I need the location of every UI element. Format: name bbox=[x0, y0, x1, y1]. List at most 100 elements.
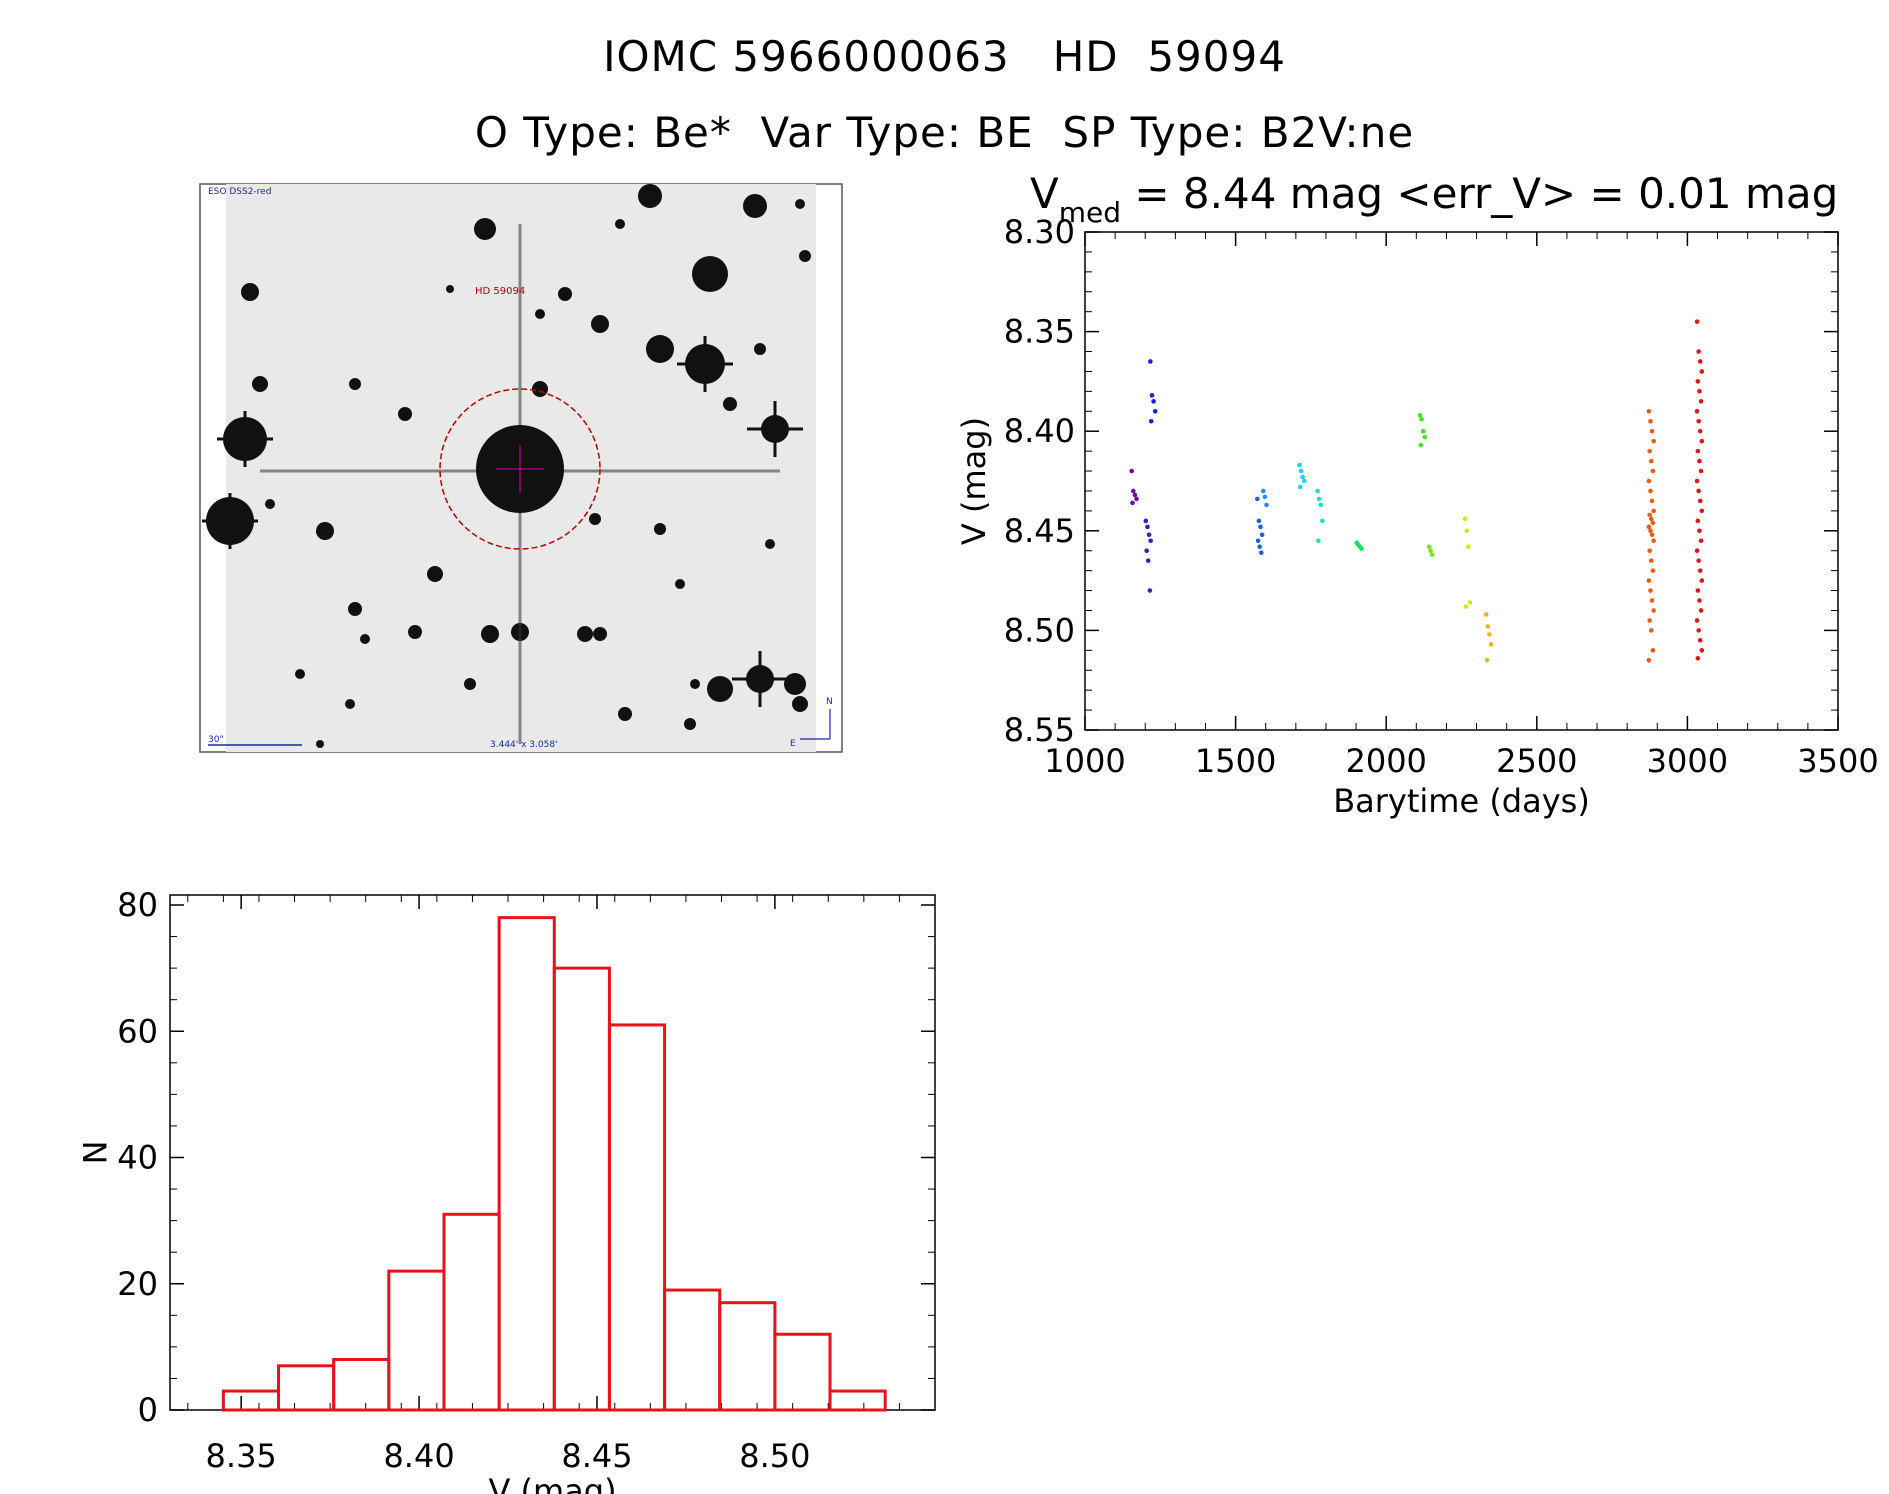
lightcurve-data-point bbox=[1694, 618, 1700, 623]
lightcurve-data-point bbox=[1426, 544, 1432, 550]
histogram-bar bbox=[828, 1389, 887, 1412]
vmed-subscript: med bbox=[1059, 196, 1121, 229]
sky-star bbox=[408, 625, 422, 639]
sky-star bbox=[464, 678, 476, 690]
lightcurve-data-point bbox=[1697, 359, 1703, 364]
lightcurve-data-point bbox=[1699, 369, 1705, 374]
star-field bbox=[202, 184, 811, 748]
sky-star bbox=[593, 627, 607, 641]
lightcurve-data-point bbox=[1697, 528, 1702, 534]
lightcurve-data-point bbox=[1134, 496, 1139, 502]
lightcurve-data-point bbox=[1696, 418, 1701, 424]
lightcurve-data-point bbox=[1699, 578, 1705, 583]
chart-title-line1: IOMC 5966000063 HD 59094 bbox=[603, 32, 1286, 81]
lightcurve-data-point bbox=[1466, 544, 1471, 550]
lightcurve-x-tick-label: 3000 bbox=[1647, 742, 1728, 780]
lightcurve-y-tick-label: 8.55 bbox=[1004, 711, 1075, 749]
lightcurve-data-point bbox=[1695, 379, 1701, 384]
sky-star bbox=[348, 602, 362, 616]
lightcurve-y-tick-label: 8.40 bbox=[1004, 412, 1075, 450]
sky-star bbox=[398, 407, 412, 421]
lightcurve-data-point bbox=[1699, 508, 1705, 514]
lightcurve-data-point bbox=[1697, 638, 1703, 643]
lightcurve-data-point bbox=[1694, 548, 1700, 554]
sky-image: ESO DSS2-red HD 59094 30" 3.444' x 3.058… bbox=[199, 183, 843, 753]
lightcurve-data-point bbox=[1417, 412, 1423, 418]
compass-east-label: E bbox=[790, 739, 796, 749]
lightcurve-data-point bbox=[1648, 488, 1653, 494]
histogram-x-axis-label: V (mag) bbox=[488, 1472, 616, 1494]
target-circle bbox=[439, 388, 601, 550]
lightcurve-data-point bbox=[1651, 508, 1656, 514]
histogram-bar bbox=[277, 1364, 336, 1412]
sky-star bbox=[646, 335, 674, 363]
compass-north-label: N bbox=[826, 697, 833, 707]
sky-star bbox=[591, 315, 609, 333]
histogram-x-tick-label: 8.50 bbox=[739, 1437, 810, 1475]
lightcurve-data-point bbox=[1647, 512, 1652, 518]
sky-star bbox=[265, 499, 275, 509]
sky-star bbox=[707, 676, 733, 702]
lightcurve-data-point bbox=[1697, 428, 1703, 434]
histogram-bar bbox=[221, 1389, 281, 1412]
lightcurve-data-point bbox=[1697, 458, 1702, 464]
lightcurve-x-tick-label: 3500 bbox=[1797, 742, 1878, 780]
lightcurve-data-point bbox=[1698, 608, 1704, 613]
histogram-y-axis-label: N bbox=[75, 1141, 113, 1165]
survey-label: ESO DSS2-red bbox=[208, 187, 271, 197]
lightcurve-data-point bbox=[1464, 528, 1470, 534]
lightcurve-data-point bbox=[1697, 598, 1702, 603]
lightcurve-data-point bbox=[1646, 478, 1652, 484]
lightcurve-data-point bbox=[1697, 568, 1703, 573]
lightcurve-data-point bbox=[1697, 498, 1703, 504]
lightcurve-data-point bbox=[1130, 488, 1136, 494]
lightcurve-data-point bbox=[1129, 468, 1134, 474]
sky-star bbox=[446, 285, 454, 293]
sky-star bbox=[481, 625, 499, 643]
lightcurve-data-point bbox=[1484, 657, 1490, 663]
histogram-bar bbox=[332, 1358, 391, 1412]
vmed-rest: = 8.44 mag <err_V> = 0.01 mag bbox=[1121, 169, 1838, 218]
sky-star bbox=[615, 219, 625, 229]
lightcurve-data-point bbox=[1144, 548, 1149, 554]
lightcurve-title: Vmed = 8.44 mag <err_V> = 0.01 mag bbox=[1030, 169, 1838, 229]
histogram-bar bbox=[663, 1288, 722, 1412]
lightcurve-data-point bbox=[1145, 524, 1150, 530]
lightcurve-data-point bbox=[1151, 399, 1156, 404]
lightcurve-data-point bbox=[1646, 524, 1652, 530]
lightcurve-data-point bbox=[1694, 319, 1700, 324]
lightcurve-data-point bbox=[1148, 418, 1154, 424]
lightcurve-data-point bbox=[1149, 393, 1155, 398]
lightcurve-data-point bbox=[1132, 492, 1138, 498]
lightcurve-data-point bbox=[1298, 468, 1304, 474]
sky-star bbox=[690, 679, 700, 689]
sky-star bbox=[723, 397, 737, 411]
histogram-bar bbox=[773, 1332, 832, 1412]
sky-star bbox=[252, 376, 268, 392]
histogram-bar bbox=[552, 966, 611, 1412]
lightcurve-data-point bbox=[1146, 532, 1152, 538]
lightcurve-data-point bbox=[1696, 628, 1701, 633]
sky-star bbox=[638, 184, 662, 208]
lightcurve-data-point bbox=[1699, 648, 1705, 653]
lightcurve-data-point bbox=[1262, 494, 1268, 500]
sky-star bbox=[692, 256, 728, 292]
sky-star bbox=[792, 696, 808, 712]
lightcurve-data-point bbox=[1695, 588, 1701, 593]
lightcurve-data-point bbox=[1696, 558, 1701, 563]
lightcurve-data-point bbox=[1256, 518, 1262, 524]
lightcurve-data-point bbox=[1422, 434, 1428, 440]
fov-label: 3.444' x 3.058' bbox=[490, 740, 558, 750]
histogram-y-tick-label: 20 bbox=[117, 1265, 158, 1303]
lightcurve-data-point bbox=[1647, 618, 1652, 623]
lightcurve-data-point bbox=[1359, 546, 1364, 552]
lightcurve-data-point bbox=[1695, 655, 1701, 661]
histogram-y-tick-label: 80 bbox=[117, 886, 158, 924]
sky-star bbox=[427, 566, 443, 582]
lightcurve-data-point bbox=[1648, 528, 1653, 534]
sky-star bbox=[316, 740, 324, 748]
vmed-symbol: V bbox=[1030, 169, 1059, 218]
lightcurve-data-point bbox=[1316, 496, 1322, 502]
